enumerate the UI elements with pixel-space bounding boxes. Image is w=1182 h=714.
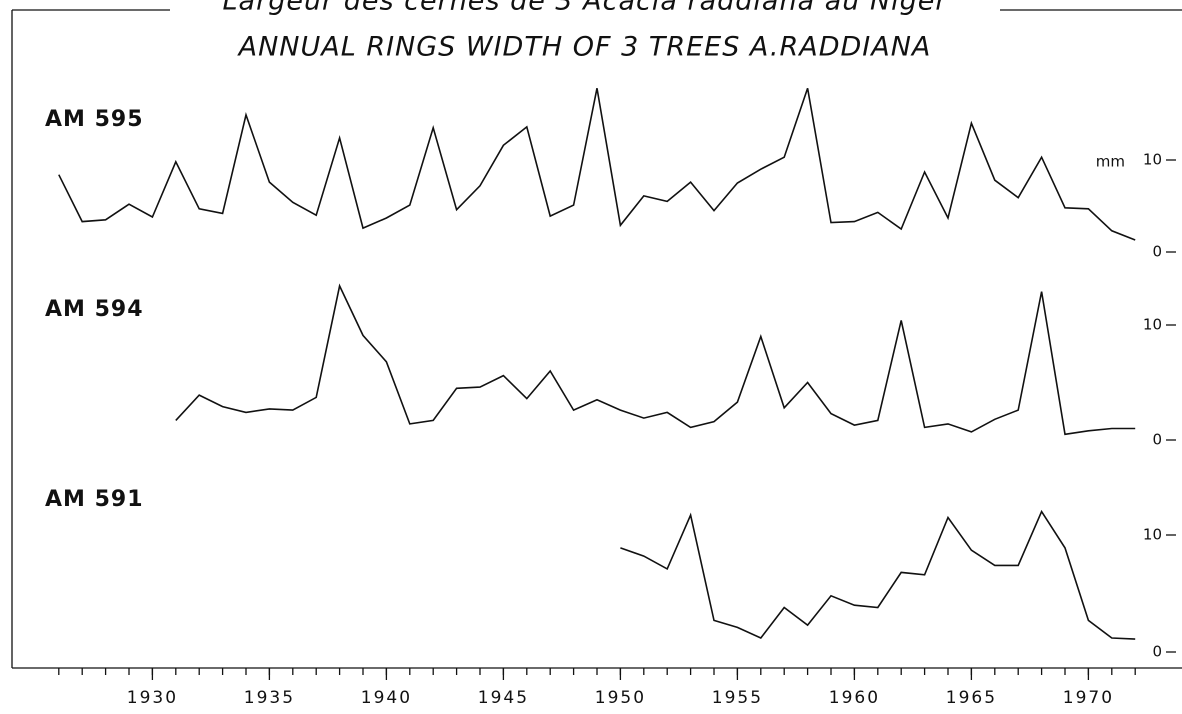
chart-title: Largeur des cernes de 3 Acacia raddiana … (223, 0, 949, 17)
x-tick-label: 1960 (829, 688, 880, 708)
y-tick-label: 10 (1143, 526, 1162, 544)
x-tick-label: 1935 (244, 688, 295, 708)
x-tick-label: 1965 (946, 688, 997, 708)
series-name: AM 594 (45, 297, 144, 322)
x-tick-label: 1950 (595, 688, 646, 708)
line-series (175, 283, 1136, 436)
series-name: AM 595 (45, 107, 144, 132)
x-tick-label: 1945 (478, 688, 529, 708)
y-tick-label: 0 (1152, 643, 1162, 661)
x-tick-label: 1970 (1063, 688, 1114, 708)
x-tick-label: 1955 (712, 688, 763, 708)
y-tick-label: 10 (1143, 316, 1162, 334)
series-name: AM 591 (45, 487, 144, 512)
line-series (620, 509, 1136, 640)
y-unit: mm (1096, 153, 1125, 171)
y-tick-label: 0 (1152, 243, 1162, 261)
chart-subtitle: ANNUAL RINGS WIDTH OF 3 TREES A.RADDIANA (237, 32, 932, 63)
line-series (58, 87, 1136, 241)
x-tick-label: 1940 (361, 688, 412, 708)
y-tick-label: 10 (1143, 151, 1162, 169)
x-tick-label: 1930 (127, 688, 178, 708)
y-tick-label: 0 (1152, 431, 1162, 449)
